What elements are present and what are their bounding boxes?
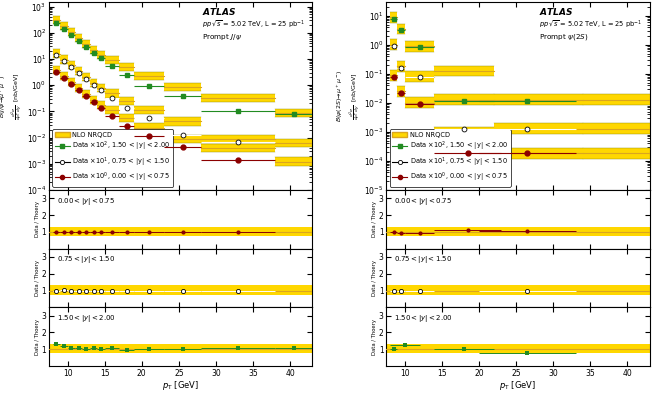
Text: $\bfit{ATLAS}$: $\bfit{ATLAS}$	[202, 6, 236, 17]
Text: $1.50 < |y| < 2.00$: $1.50 < |y| < 2.00$	[57, 313, 116, 324]
Text: $pp\,\sqrt{s}$ = 5.02 TeV, L = 25 pb$^{-1}$: $pp\,\sqrt{s}$ = 5.02 TeV, L = 25 pb$^{-…	[539, 19, 643, 31]
Text: $pp\,\sqrt{s}$ = 5.02 TeV, L = 25 pb$^{-1}$: $pp\,\sqrt{s}$ = 5.02 TeV, L = 25 pb$^{-…	[202, 19, 305, 31]
Text: $\bfit{ATLAS}$: $\bfit{ATLAS}$	[539, 6, 573, 17]
Text: $1.50 < |y| < 2.00$: $1.50 < |y| < 2.00$	[394, 313, 453, 324]
Y-axis label: $B(\psi(2S)\!\to\!\mu^+\mu^-)$
$\frac{d^2\sigma}{dp_{\rm T}\,dy}$  [nb/GeV]: $B(\psi(2S)\!\to\!\mu^+\mu^-)$ $\frac{d^…	[336, 70, 363, 122]
Y-axis label: Data / Thoery: Data / Thoery	[372, 201, 377, 237]
Text: Prompt $J/\psi$: Prompt $J/\psi$	[202, 32, 242, 42]
Text: $0.75 < |y| < 1.50$: $0.75 < |y| < 1.50$	[394, 254, 453, 266]
X-axis label: $p_{\rm T}$ [GeV]: $p_{\rm T}$ [GeV]	[500, 379, 537, 392]
Y-axis label: $B(J/\psi\!\to\!\mu^+\mu^-)$
$\frac{d^2\sigma}{dp_{\rm T}\,dy}$  [nb/GeV]: $B(J/\psi\!\to\!\mu^+\mu^-)$ $\frac{d^2\…	[0, 72, 25, 120]
Text: $0.00 < |y| < 0.75$: $0.00 < |y| < 0.75$	[394, 196, 453, 207]
Text: Prompt $\psi(2S)$: Prompt $\psi(2S)$	[539, 32, 589, 42]
Y-axis label: Data / Thoery: Data / Thoery	[35, 319, 40, 355]
Y-axis label: Data / Thoery: Data / Thoery	[372, 319, 377, 355]
Legend: NLO NRQCD, Data $\times 10^2$, 1.50 < |y| < 2.00, Data $\times 10^1$, 0.75 < |y|: NLO NRQCD, Data $\times 10^2$, 1.50 < |y…	[52, 129, 173, 186]
Y-axis label: Data / Thoery: Data / Thoery	[35, 260, 40, 296]
Y-axis label: Data / Thoery: Data / Thoery	[372, 260, 377, 296]
Text: $0.75 < |y| < 1.50$: $0.75 < |y| < 1.50$	[57, 254, 115, 266]
Text: $0.00 < |y| < 0.75$: $0.00 < |y| < 0.75$	[57, 196, 115, 207]
Y-axis label: Data / Thoery: Data / Thoery	[35, 201, 40, 237]
Legend: NLO NRQCD, Data $\times 10^2$, 1.50 < |y| < 2.00, Data $\times 10^1$, 0.75 < |y|: NLO NRQCD, Data $\times 10^2$, 1.50 < |y…	[390, 129, 511, 186]
X-axis label: $p_{\rm T}$ [GeV]: $p_{\rm T}$ [GeV]	[162, 379, 199, 392]
